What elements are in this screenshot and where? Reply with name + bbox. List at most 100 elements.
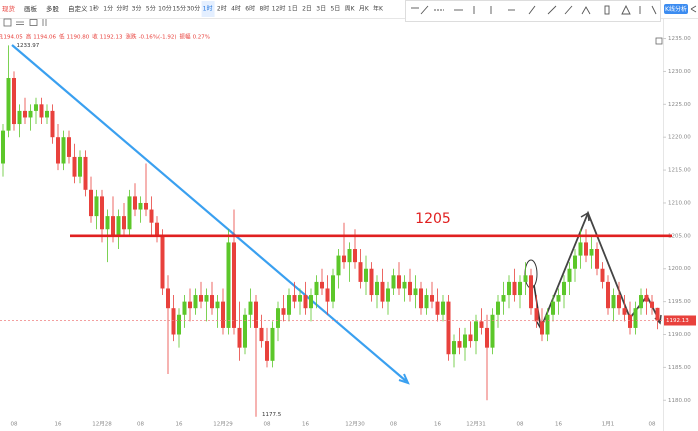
info-label: 振幅 xyxy=(180,33,192,41)
y-tick-label: 1220.00 xyxy=(668,135,691,141)
candle-body xyxy=(133,196,137,210)
candle-body xyxy=(127,196,132,230)
candle-body xyxy=(1,130,5,164)
candle-body xyxy=(144,202,148,210)
candle-body xyxy=(600,268,605,282)
x-tick-label: 12月28 xyxy=(92,421,112,428)
candle-body xyxy=(182,301,187,315)
candle-body xyxy=(468,334,473,342)
y-tick-label: 1195.00 xyxy=(668,299,691,305)
analysis-button[interactable]: K线分析 xyxy=(665,5,687,13)
candle-body xyxy=(61,137,66,164)
candle-body xyxy=(523,275,528,282)
candle-body xyxy=(446,301,451,355)
info-value: 1194.06 xyxy=(33,35,56,41)
y-tick-label: 1210.00 xyxy=(668,200,691,206)
candle-body xyxy=(457,341,462,348)
candle-body xyxy=(6,78,11,131)
y-tick-label: 1180.00 xyxy=(668,398,691,404)
candle-body xyxy=(556,295,561,302)
period-tab[interactable]: 3日 xyxy=(316,6,326,13)
analysis-button-bg[interactable] xyxy=(664,4,688,14)
candle-body xyxy=(617,295,621,309)
period-tab[interactable]: 12时 xyxy=(272,5,286,13)
candle-body xyxy=(578,242,583,256)
candle-body xyxy=(122,216,126,230)
tool-icons[interactable] xyxy=(3,18,663,45)
candle-body xyxy=(287,295,291,315)
candle-body xyxy=(28,110,33,118)
period-tab[interactable]: 周K xyxy=(345,6,356,13)
period-tab[interactable]: 2时 xyxy=(217,5,227,13)
x-tick-label: 16 xyxy=(176,422,183,428)
x-tick-label: 08 xyxy=(517,422,524,428)
toolbar-item[interactable]: 画板 xyxy=(24,4,38,13)
period-tab[interactable]: 15分 xyxy=(172,5,186,13)
toolbar-item[interactable]: 多股 xyxy=(46,4,60,13)
info-label: 开 xyxy=(0,34,2,41)
period-tab[interactable]: 3分 xyxy=(132,5,142,13)
candle-body xyxy=(188,301,192,309)
candle-body xyxy=(501,295,506,302)
candle-body xyxy=(39,104,44,118)
period-tab[interactable]: 30分 xyxy=(187,5,201,13)
candle-body xyxy=(160,235,165,289)
x-tick-label: 08 xyxy=(390,422,397,428)
period-tab[interactable]: 8时 xyxy=(259,5,269,13)
period-tab[interactable]: 6时 xyxy=(245,5,255,13)
period-tab[interactable]: 1分 xyxy=(103,5,113,13)
y-tick-label: 1235.00 xyxy=(668,36,691,42)
period-tab[interactable]: 1时 xyxy=(203,5,213,13)
candle-body xyxy=(292,295,297,302)
info-value: 1190.80 xyxy=(67,35,90,41)
candle-body xyxy=(463,334,467,348)
period-tab[interactable]: 10分 xyxy=(158,5,172,13)
candle-body xyxy=(479,321,484,328)
candle-body xyxy=(386,288,390,302)
y-tick-label: 1185.00 xyxy=(668,365,691,371)
candle-body xyxy=(270,327,275,361)
candle-body xyxy=(45,110,49,118)
candle-body xyxy=(540,321,544,335)
period-tab[interactable]: 4时 xyxy=(231,5,241,13)
info-value: 0.27% xyxy=(193,35,210,41)
period-tab[interactable]: 1日 xyxy=(288,6,298,13)
toolbar-item[interactable]: 现货 xyxy=(2,4,16,13)
x-tick-label: 16 xyxy=(302,422,309,428)
candle-body xyxy=(391,275,396,289)
candle-body xyxy=(177,314,181,335)
candle-body xyxy=(452,341,456,355)
share-icon[interactable] xyxy=(690,5,697,13)
candle-body xyxy=(276,308,280,328)
drawing-toolbar[interactable] xyxy=(405,0,661,22)
period-tab[interactable]: 月K xyxy=(359,6,370,13)
candle-body xyxy=(56,137,60,164)
candle-body xyxy=(567,268,572,282)
period-tab[interactable]: 年K xyxy=(373,5,384,13)
candle-body xyxy=(595,249,599,269)
candle-body xyxy=(353,249,357,263)
period-tab[interactable]: 1秒 xyxy=(89,5,99,13)
candle-body xyxy=(199,295,203,302)
candle-body xyxy=(534,308,539,322)
price-tag: 1192.13 xyxy=(666,318,689,324)
candle-body xyxy=(512,281,517,296)
candle-body xyxy=(496,301,500,315)
candle-body xyxy=(545,314,550,335)
period-tab[interactable]: 5分 xyxy=(146,5,156,13)
toolbar-item[interactable]: 自定义 xyxy=(68,4,88,13)
period-tab[interactable]: 分时 xyxy=(116,5,128,13)
candle-body xyxy=(644,295,649,302)
candle-body xyxy=(562,281,566,296)
candle-body xyxy=(303,295,308,309)
x-tick-label: 16 xyxy=(434,422,441,428)
candle-body xyxy=(204,295,209,302)
candle-body xyxy=(100,196,104,230)
period-tab[interactable]: 2日 xyxy=(302,6,312,13)
period-tab[interactable]: 5日 xyxy=(330,6,340,13)
high-label: 1233.97 xyxy=(17,43,40,49)
candle-body xyxy=(474,321,478,342)
candle-body xyxy=(23,110,27,118)
candle-body xyxy=(320,281,324,289)
